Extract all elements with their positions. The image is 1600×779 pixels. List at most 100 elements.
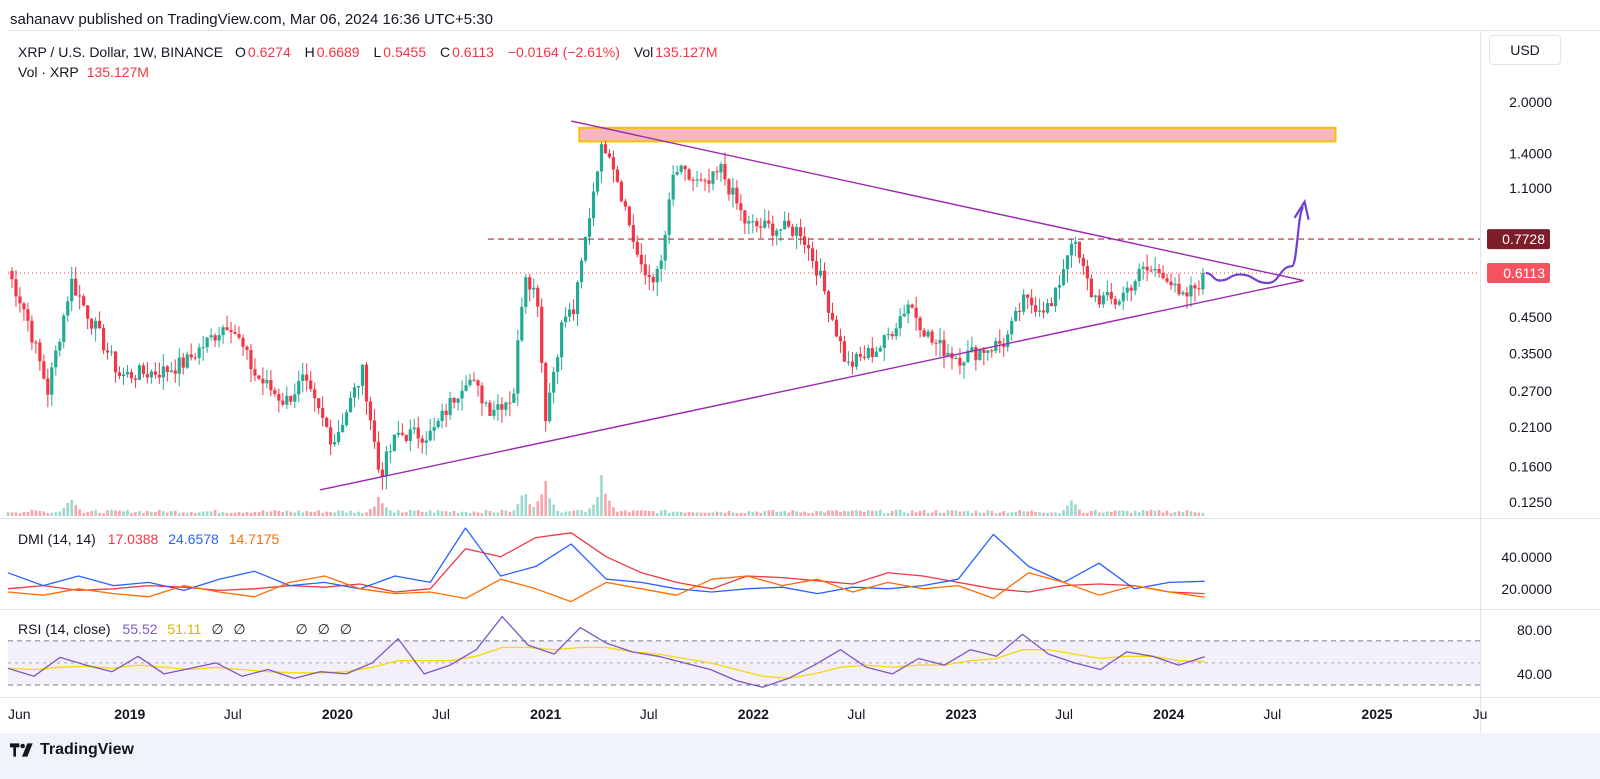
candle-body xyxy=(552,371,556,393)
volume-bar xyxy=(1042,512,1045,516)
volume-bar xyxy=(1149,509,1153,516)
volume-bar xyxy=(225,513,229,516)
dmi-title[interactable]: DMI (14, 14) xyxy=(18,531,96,547)
chart-frame xyxy=(8,30,1600,730)
candle-body xyxy=(173,370,177,374)
volume-bar xyxy=(651,511,655,516)
candle-body xyxy=(1097,295,1101,305)
candle-body xyxy=(536,287,540,307)
volume-bar xyxy=(456,512,460,516)
volume-bar xyxy=(835,510,838,516)
candle-body xyxy=(161,366,165,378)
candle-body xyxy=(623,201,627,207)
candle-body xyxy=(476,380,480,386)
candle-body xyxy=(787,220,791,227)
volume-bar xyxy=(659,510,663,516)
symbol-title[interactable]: XRP / U.S. Dollar, 1W, BINANCE xyxy=(18,44,224,60)
candle-body xyxy=(313,389,317,399)
candle-body xyxy=(94,320,98,329)
time-tick-label: Ju xyxy=(1473,706,1488,722)
volume-bar xyxy=(162,511,165,516)
candle-body xyxy=(90,318,94,329)
candle-body xyxy=(376,441,381,470)
candle-body xyxy=(1125,287,1129,293)
volume-bar xyxy=(584,511,587,516)
volume-bar xyxy=(695,512,699,516)
candle-body xyxy=(902,313,906,317)
volume-bar xyxy=(480,513,484,516)
volume-bar xyxy=(177,513,181,516)
candle-body xyxy=(1061,269,1066,285)
time-tick-label: 2023 xyxy=(945,706,976,722)
volume-bar xyxy=(54,512,58,516)
volume-bar xyxy=(393,512,396,516)
candle-body xyxy=(1041,310,1046,313)
volume-bar xyxy=(193,513,197,516)
chart-canvas[interactable]: 2.0000 1.4000 1.1000 0.4500 0.3500 0.2700 0.21… xyxy=(0,0,1600,733)
rsi-title[interactable]: RSI (14, close) xyxy=(18,621,111,637)
time-tick-label: Jul xyxy=(432,706,450,722)
volume-bar xyxy=(22,512,26,516)
volume-bar xyxy=(572,510,575,516)
volume-bar xyxy=(1102,512,1105,516)
candle-body xyxy=(380,469,385,477)
volume-bar xyxy=(851,510,854,516)
volume-bar xyxy=(942,512,946,516)
candle-body xyxy=(1010,320,1014,335)
candle-body xyxy=(671,174,675,200)
candle-body xyxy=(428,430,432,441)
volume-bar xyxy=(894,509,898,516)
candle-body xyxy=(245,346,249,351)
candle-body xyxy=(806,244,811,249)
price-tick-label: 0.2100 xyxy=(1509,419,1552,435)
volume-bar xyxy=(412,510,416,516)
volume-bar xyxy=(990,510,994,516)
candle-body xyxy=(667,199,671,235)
volume-bar xyxy=(436,510,440,516)
candle-body xyxy=(548,392,552,422)
dmi-tick-label: 20.0000 xyxy=(1501,581,1552,597)
price-tick-label: 1.1000 xyxy=(1509,180,1552,196)
resistance-price-label: 0.7728 xyxy=(1502,231,1545,247)
high-value: 0.6689 xyxy=(316,44,360,60)
volume-bar xyxy=(397,510,400,516)
volume-bar xyxy=(66,502,70,516)
volume-bar xyxy=(604,493,607,516)
footer-bar xyxy=(0,733,1600,779)
candle-body xyxy=(966,350,970,363)
candle-body xyxy=(86,305,90,319)
time-tick-label: Jul xyxy=(847,706,865,722)
candle-body xyxy=(432,427,436,431)
candle-body xyxy=(1057,284,1062,288)
candle-body xyxy=(830,312,835,320)
supply-zone xyxy=(578,126,1337,143)
volume-bar xyxy=(859,510,862,516)
candle-body xyxy=(767,220,771,224)
candle-body xyxy=(982,349,986,353)
volume-bar xyxy=(138,511,141,516)
change-value: −0.0164 (−2.61%) xyxy=(507,44,620,60)
volume-bar xyxy=(755,511,759,516)
candle-body xyxy=(735,187,739,204)
volume-bar xyxy=(1121,510,1125,516)
volume-bar xyxy=(671,511,675,516)
tradingview-logo[interactable]: TradingView xyxy=(10,741,134,759)
candle-body xyxy=(990,350,994,352)
time-tick-label: 2024 xyxy=(1153,706,1184,722)
candle-body xyxy=(874,351,878,357)
volume-bar xyxy=(114,510,117,516)
volume-bar xyxy=(791,510,794,516)
rsi-legend: RSI (14, close) 55.52 51.11 ∅ ∅ ∅ ∅ ∅ xyxy=(18,621,352,638)
candle-body xyxy=(356,385,361,388)
volume-bar xyxy=(639,510,643,516)
candle-body xyxy=(799,227,803,237)
volume-bar xyxy=(213,509,217,516)
volume-bar xyxy=(297,510,301,516)
currency-button[interactable]: USD xyxy=(1489,35,1561,65)
vol-line-label[interactable]: Vol · XRP xyxy=(18,64,79,80)
price-tick-label: 0.1600 xyxy=(1509,458,1552,474)
volume-bar xyxy=(855,510,858,516)
candle-body xyxy=(205,337,209,348)
volume-bar xyxy=(747,511,751,516)
volume-bar xyxy=(636,510,639,516)
